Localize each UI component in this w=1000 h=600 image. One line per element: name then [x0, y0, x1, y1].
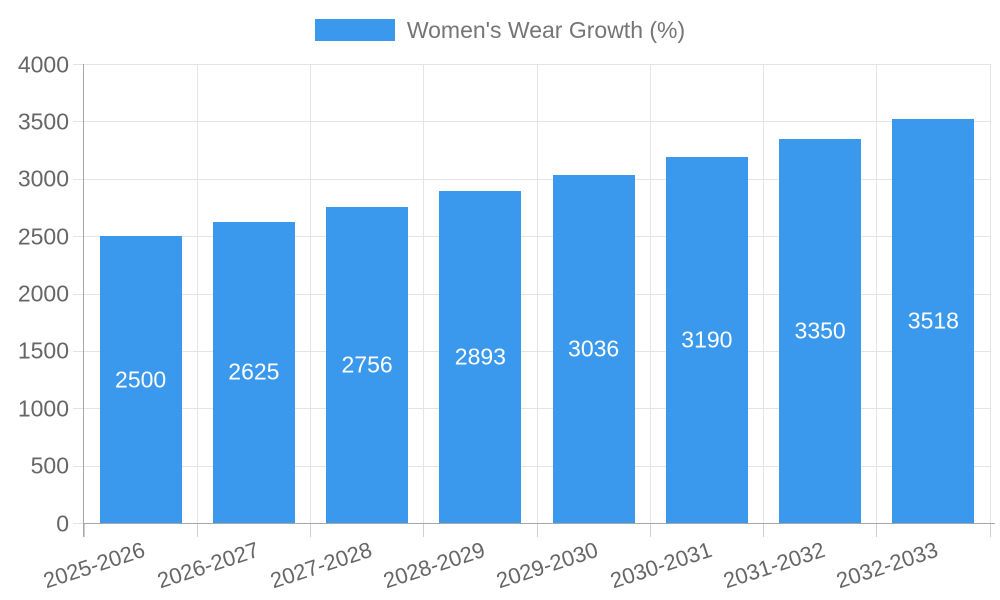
x-axis-tick	[536, 523, 538, 537]
gridline-vertical	[423, 64, 425, 523]
y-axis-tick	[73, 408, 83, 410]
gridline-vertical	[310, 64, 311, 523]
bar[interactable]: 3518	[892, 119, 975, 523]
bar-value-label: 3518	[907, 307, 959, 334]
bar-value-label: 3190	[681, 326, 733, 353]
bar[interactable]: 2625	[212, 221, 295, 523]
gridline-vertical	[989, 64, 991, 523]
bar-value-label: 3350	[794, 317, 846, 344]
x-axis-label: 2027-2028	[267, 537, 375, 594]
y-axis-label: 3000	[17, 165, 69, 192]
x-axis-label: 2032-2033	[833, 537, 942, 594]
y-axis-tick	[73, 178, 83, 180]
x-axis-label: 2031-2032	[720, 537, 828, 594]
y-axis-label: 1500	[17, 337, 69, 364]
x-axis-label: 2025-2026	[40, 537, 149, 594]
y-axis-tick	[73, 293, 83, 295]
x-axis-tick	[310, 523, 311, 537]
bar[interactable]: 3190	[665, 156, 748, 523]
bar[interactable]: 3036	[552, 174, 635, 523]
y-axis-label: 2000	[17, 280, 69, 307]
gridline-vertical	[649, 64, 651, 523]
y-axis-label: 500	[30, 452, 69, 479]
x-axis-label: 2026-2027	[153, 537, 262, 594]
gridline-vertical	[876, 64, 878, 523]
bar[interactable]: 2893	[439, 191, 522, 523]
legend[interactable]: Women's Wear Growth (%)	[0, 16, 1000, 44]
y-axis-label: 3500	[17, 108, 69, 135]
bar-value-label: 2756	[341, 351, 393, 378]
y-axis-tick	[73, 121, 83, 123]
x-axis-tick	[423, 523, 425, 537]
x-axis-tick	[989, 523, 991, 537]
bar-value-label: 2625	[228, 358, 280, 385]
bar-value-label: 2893	[454, 343, 506, 370]
legend-label: Women's Wear Growth (%)	[406, 17, 686, 43]
x-axis-label: 2028-2029	[380, 537, 489, 594]
x-axis-tick	[196, 523, 198, 537]
y-axis-tick	[73, 64, 83, 65]
y-axis-label: 4000	[17, 51, 69, 77]
plot-area: 0 500 1000 1500 2000 2500 3000 3500 4000 2500 2025…	[18, 51, 995, 593]
bar[interactable]: 2756	[326, 206, 409, 523]
y-axis-tick	[73, 350, 83, 352]
x-axis-line	[83, 523, 995, 524]
x-axis-tick	[876, 523, 878, 537]
gridline-vertical	[763, 64, 764, 523]
x-axis-tick	[83, 523, 85, 537]
x-axis-tick	[763, 523, 764, 537]
x-axis-tick	[649, 523, 651, 537]
bar[interactable]: 2500	[99, 236, 182, 523]
gridline-vertical	[196, 64, 198, 523]
bar[interactable]: 3350	[779, 138, 862, 523]
y-axis-line	[83, 64, 84, 537]
y-axis-tick	[73, 523, 83, 524]
y-axis-label: 1000	[17, 395, 69, 422]
x-axis-label: 2030-2031	[606, 537, 715, 594]
x-axis-label: 2029-2030	[493, 537, 602, 594]
y-axis-label: 0	[56, 510, 69, 536]
y-axis-tick	[73, 465, 83, 467]
bar-value-label: 3036	[568, 335, 620, 362]
legend-swatch	[314, 19, 395, 41]
y-axis-label: 2500	[17, 223, 69, 250]
y-axis-tick	[73, 236, 83, 238]
bar-value-label: 2500	[115, 366, 167, 393]
gridline-vertical	[536, 64, 538, 523]
